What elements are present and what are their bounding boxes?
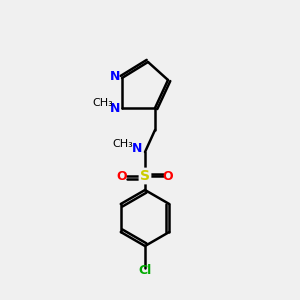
Text: CH₃: CH₃ bbox=[112, 139, 134, 149]
Text: O: O bbox=[163, 169, 173, 182]
Text: N: N bbox=[110, 101, 120, 115]
Text: Cl: Cl bbox=[138, 263, 152, 277]
Text: O: O bbox=[117, 169, 127, 182]
Text: N: N bbox=[110, 70, 120, 83]
Text: CH₃: CH₃ bbox=[93, 98, 113, 108]
Text: S: S bbox=[140, 169, 150, 183]
Text: N: N bbox=[132, 142, 142, 155]
